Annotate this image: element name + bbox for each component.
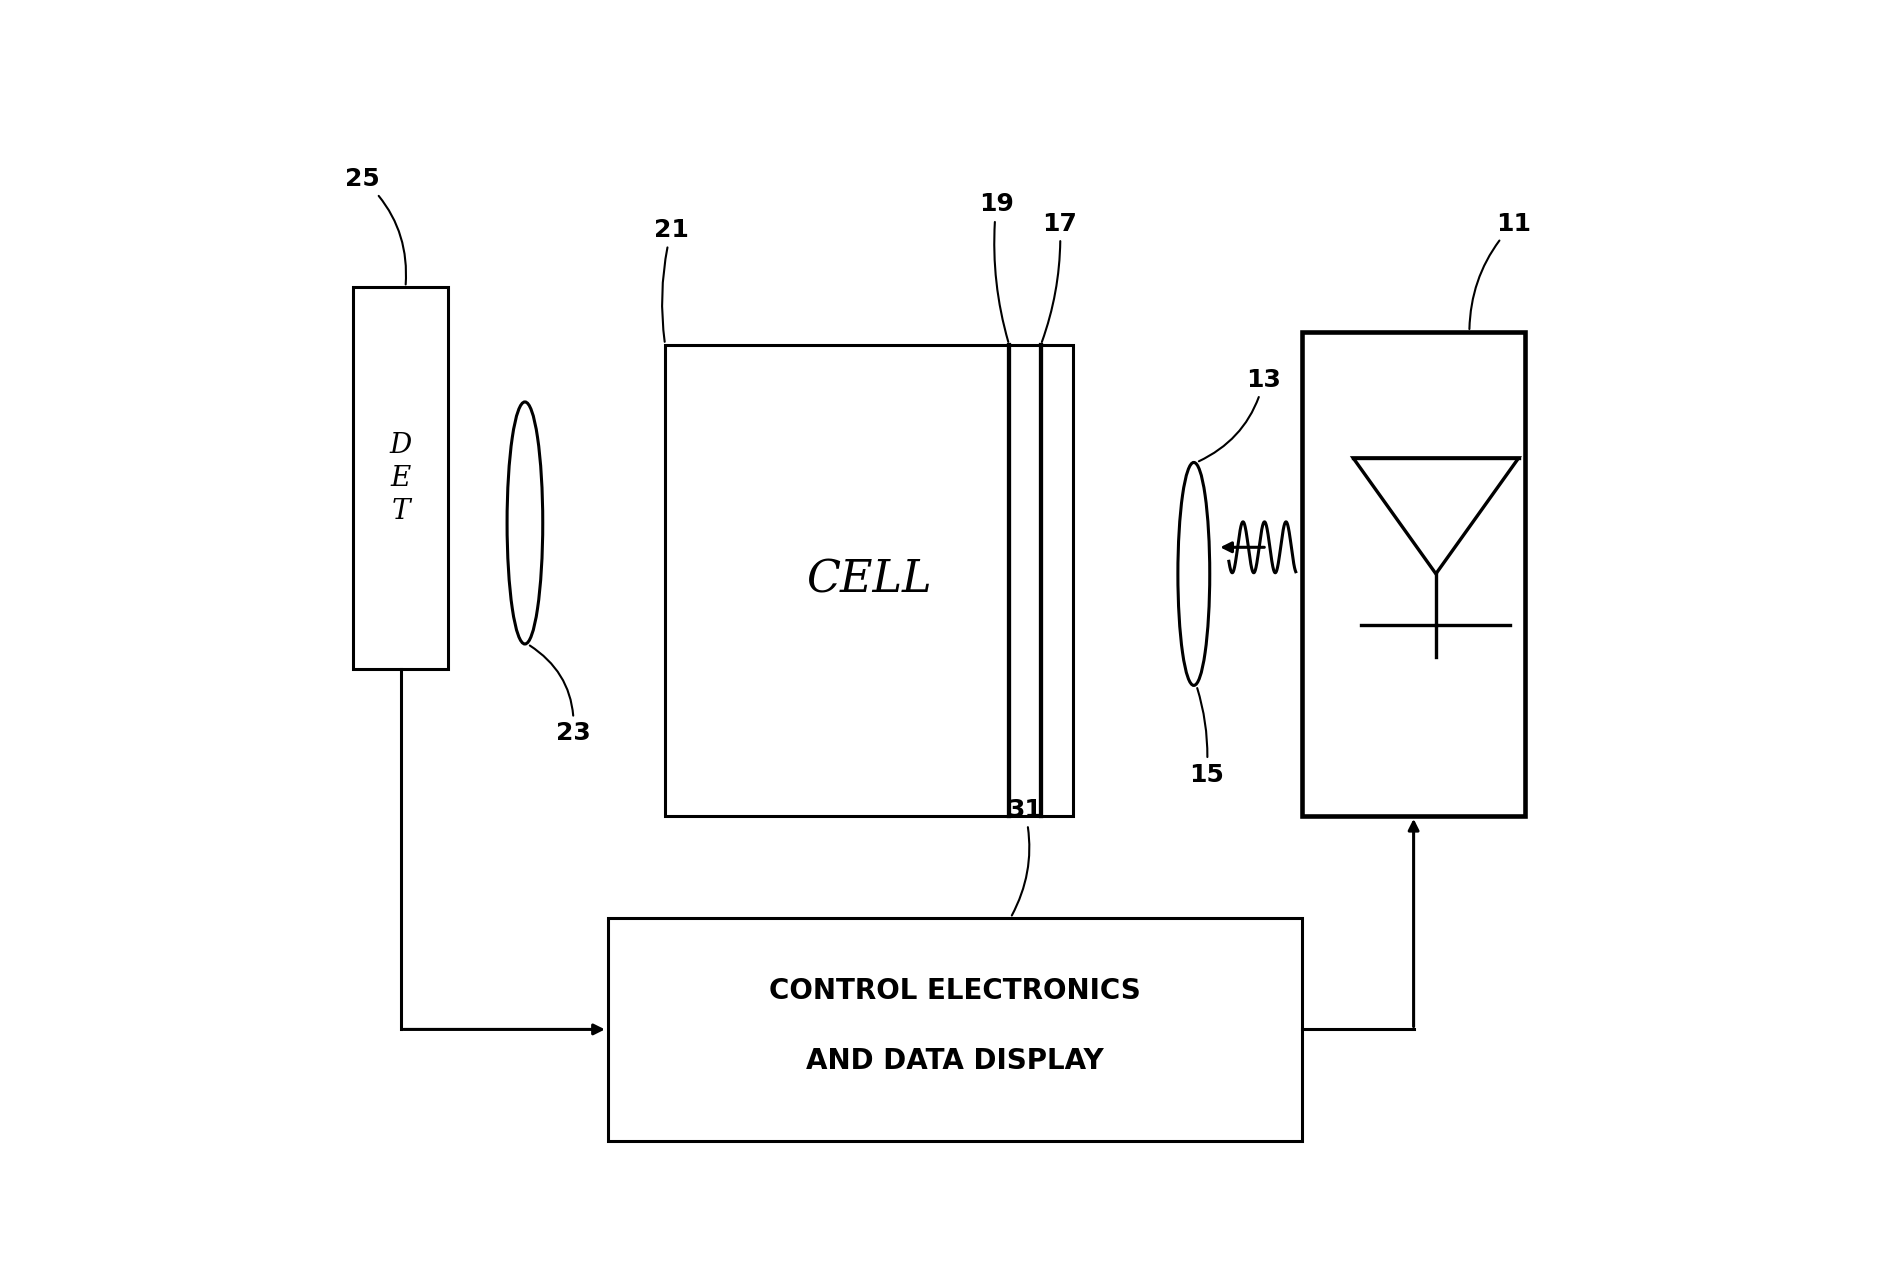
Bar — [1301, 332, 1525, 817]
Text: 17: 17 — [1042, 211, 1078, 343]
Bar — [353, 287, 449, 670]
Ellipse shape — [507, 402, 543, 644]
Text: 19: 19 — [978, 192, 1014, 341]
Text: D
E
T: D E T — [389, 431, 411, 526]
Text: 13: 13 — [1198, 367, 1281, 461]
Text: 23: 23 — [530, 645, 592, 746]
Text: 21: 21 — [654, 218, 689, 341]
Bar — [665, 345, 1072, 817]
Text: CELL: CELL — [806, 559, 931, 601]
Text: 31: 31 — [1007, 797, 1042, 916]
Ellipse shape — [1178, 462, 1209, 685]
Text: 25: 25 — [346, 167, 406, 285]
Text: 15: 15 — [1189, 688, 1224, 787]
Text: AND DATA DISPLAY: AND DATA DISPLAY — [806, 1047, 1104, 1075]
Text: CONTROL ELECTRONICS: CONTROL ELECTRONICS — [770, 978, 1140, 1005]
Bar — [608, 918, 1301, 1141]
Text: 11: 11 — [1469, 211, 1531, 328]
